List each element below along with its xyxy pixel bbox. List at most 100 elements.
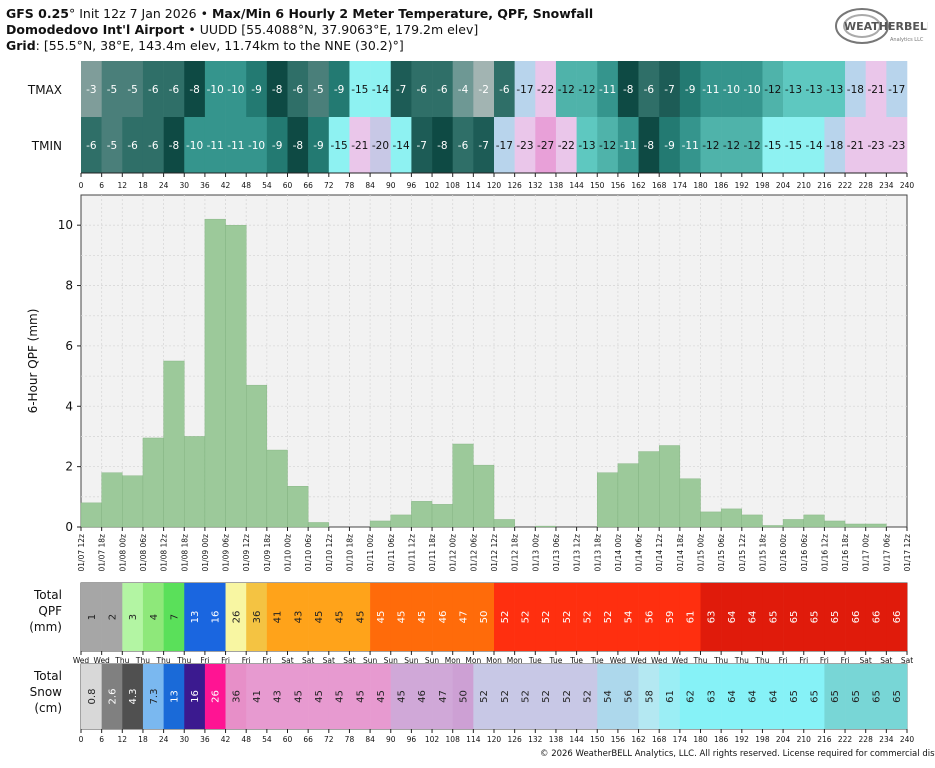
total-qpf-value: 65: [810, 611, 821, 624]
temp-cell-value: -10: [248, 140, 265, 152]
temp-cell: [721, 117, 743, 173]
temp-cell: [803, 117, 825, 173]
temp-cell-value: -9: [664, 140, 674, 152]
total-qpf-cell: [122, 583, 144, 651]
temp-cell: [679, 61, 701, 117]
total-qpf-day-label: Thu: [135, 656, 150, 665]
temp-axis-tick-label: 12: [118, 181, 128, 190]
qpf-x-tick-label: 01/13 12z: [573, 534, 582, 572]
total-snow-cell: [287, 664, 309, 729]
total-qpf-value: 13: [190, 611, 201, 624]
total-qpf-day-label: Tue: [569, 656, 583, 665]
temp-axis-tick-label: 234: [879, 181, 894, 190]
temperature-panel: TMAX -3 -5 -5 -6 -6 -8 -10 -10 -9 -8 -6 -5 -9 -15 -14 -7…: [27, 61, 914, 190]
total-snow-cell: [142, 664, 164, 729]
total-qpf-day-label: Fri: [221, 656, 230, 665]
grid-info: : [55.5°N, 38°E, 143.4m elev, 11.74km to…: [35, 38, 404, 53]
temp-cell: [184, 117, 206, 173]
total-qpf-cell: [225, 583, 247, 651]
temp-cell: [886, 61, 908, 117]
total-snow-cell: [101, 664, 123, 729]
total-qpf-day-label: Fri: [841, 656, 850, 665]
temp-cell-value: -21: [847, 140, 864, 152]
temp-axis-tick-label: 126: [507, 181, 522, 190]
grid-label: Grid: [6, 38, 36, 53]
qpf-bar: [80, 502, 102, 528]
total-snow-value: 65: [810, 690, 821, 703]
total-qpf-day-label: Sun: [425, 656, 440, 665]
qpf-bar: [431, 504, 453, 528]
temp-cell-value: -6: [499, 84, 510, 96]
temp-cell: [865, 61, 887, 117]
total-qpf-cell: [845, 583, 866, 651]
qpf-x-tick-label: 01/10 12z: [325, 534, 334, 572]
temp-axis-tick-label: 174: [673, 181, 688, 190]
total-qpf-cell: [142, 583, 164, 651]
temp-cell: [597, 61, 619, 117]
temp-cell-value: -10: [186, 140, 203, 152]
total-qpf-value: 52: [562, 611, 573, 624]
total-snow-tick-label: 210: [797, 735, 812, 744]
qpf-bar: [225, 224, 247, 528]
total-qpf-cell: [163, 583, 185, 651]
temp-cell-value: -8: [644, 140, 654, 152]
qpf-x-tick-label: 01/14 12z: [655, 534, 664, 572]
temp-cell-value: -27: [537, 140, 554, 152]
temp-axis-tick-label: 216: [817, 181, 832, 190]
total-qpf-day-label: Thu: [176, 656, 191, 665]
total-snow-tick-label: 174: [673, 735, 688, 744]
total-qpf-value: 64: [727, 611, 738, 624]
total-snow-cell: [597, 664, 619, 729]
temp-axis-tick-label: 204: [776, 181, 791, 190]
copyright-notice: © 2026 WeatherBELL Analytics, LLC. All r…: [540, 749, 935, 759]
total-qpf-day-label: Fri: [820, 656, 829, 665]
temp-cell-value: -23: [867, 140, 884, 152]
qpf-panel: 0 2 4 6 8 10 6-Hour QPF (mm) 01/07 12z 01/07 18z…: [26, 194, 912, 572]
total-qpf-day-label: Thu: [692, 656, 707, 665]
total-qpf-day-label: Thu: [754, 656, 769, 665]
total-qpf-day-label: Thu: [114, 656, 129, 665]
total-qpf-day-label: Wed: [630, 656, 647, 665]
total-qpf-day-label: Wed: [651, 656, 668, 665]
total-snow-cell: [308, 664, 330, 729]
total-snow-value: 13: [169, 690, 180, 703]
total-snow-tick-label: 186: [714, 735, 729, 744]
total-snow-value: 45: [335, 690, 346, 703]
temp-cell-value: -8: [189, 84, 199, 96]
temp-cell: [700, 61, 722, 117]
model-name: GFS 0.25: [6, 6, 69, 21]
temp-axis-tick-label: 90: [386, 181, 396, 190]
temp-axis-tick-label: 198: [755, 181, 770, 190]
temp-cell: [225, 61, 247, 117]
total-qpf-value: 26: [231, 611, 242, 624]
header-line-3: Grid: [55.5°N, 38°E, 143.4m elev, 11.74k…: [6, 38, 404, 54]
temp-cell-value: -12: [723, 140, 740, 152]
total-qpf-value: 66: [892, 611, 903, 624]
total-qpf-day-label: Fri: [200, 656, 209, 665]
temp-cell-value: -13: [805, 84, 822, 96]
total-snow-tick-label: 162: [631, 735, 646, 744]
temp-cell-value: -22: [558, 140, 575, 152]
total-snow-value: 43: [273, 690, 284, 703]
total-snow-value: 64: [748, 690, 759, 703]
temp-cell-value: -14: [805, 140, 822, 152]
total-snow-value: 7.3: [149, 689, 160, 705]
total-snow-value: 61: [665, 690, 676, 703]
total-snow-value: 45: [376, 690, 387, 703]
total-qpf-day-label: Sat: [901, 656, 913, 665]
total-qpf-cell: [81, 583, 102, 651]
temp-cell: [246, 61, 268, 117]
temp-row-label: TMAX: [27, 83, 62, 97]
total-snow-cell: [762, 664, 784, 729]
temp-cell: [163, 61, 185, 117]
temp-cell: [370, 61, 392, 117]
temp-cell-value: -11: [227, 140, 244, 152]
total-snow-value: 52: [520, 690, 531, 703]
temp-cell: [741, 117, 763, 173]
temp-cell: [845, 117, 866, 173]
total-snow-value: 65: [851, 690, 862, 703]
qpf-x-tick-label: 01/12 12z: [490, 534, 499, 572]
total-qpf-cell: [266, 583, 288, 651]
total-qpf-value: 45: [376, 611, 387, 624]
